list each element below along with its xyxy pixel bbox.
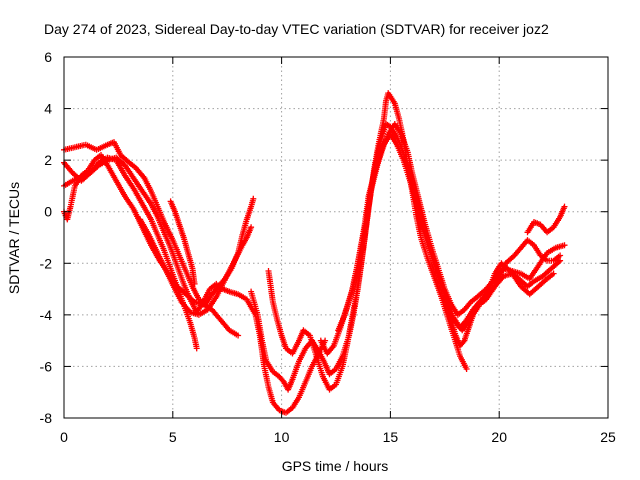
series-markers — [61, 152, 242, 339]
y-tick-label: 6 — [44, 49, 52, 65]
y-tick-label: -4 — [40, 307, 53, 323]
y-tick-label: 4 — [44, 101, 52, 117]
y-tick-label: 0 — [44, 204, 52, 220]
series-track-h — [265, 121, 564, 393]
x-tick-label: 15 — [383, 429, 399, 445]
series-track-k — [444, 270, 557, 349]
y-tick-label: -2 — [40, 255, 53, 271]
series-markers — [524, 203, 568, 236]
series-markers — [335, 121, 568, 334]
series-track-j — [335, 121, 568, 334]
series-markers — [444, 270, 557, 349]
tick-labels: 0 5 10 15 20 25 -8 -6 -4 -2 0 2 4 6 — [40, 49, 616, 445]
series-markers — [248, 90, 470, 393]
series-markers — [265, 121, 564, 393]
x-tick-label: 5 — [169, 429, 177, 445]
axis-ticks — [63, 56, 609, 419]
y-tick-label: 2 — [44, 152, 52, 168]
series-track-l — [524, 203, 568, 236]
x-axis-title: GPS time / hours — [282, 458, 389, 474]
x-tick-label: 25 — [600, 429, 616, 445]
series-track-e — [137, 216, 255, 318]
y-tick-label: -6 — [40, 358, 53, 374]
data-series — [61, 90, 568, 416]
y-axis-title: SDTVAR / TECUs — [6, 182, 22, 294]
series-markers — [167, 198, 198, 287]
x-tick-label: 20 — [491, 429, 507, 445]
series-track-g — [248, 90, 470, 393]
x-tick-label: 10 — [274, 429, 290, 445]
series-track-f — [167, 198, 198, 287]
x-tick-label: 0 — [60, 429, 68, 445]
series-track-d — [61, 152, 242, 339]
y-tick-label: -8 — [40, 410, 53, 426]
plot-frame — [63, 56, 609, 419]
chart-title: Day 274 of 2023, Sidereal Day-to-day VTE… — [44, 21, 549, 37]
series-markers — [137, 216, 255, 318]
